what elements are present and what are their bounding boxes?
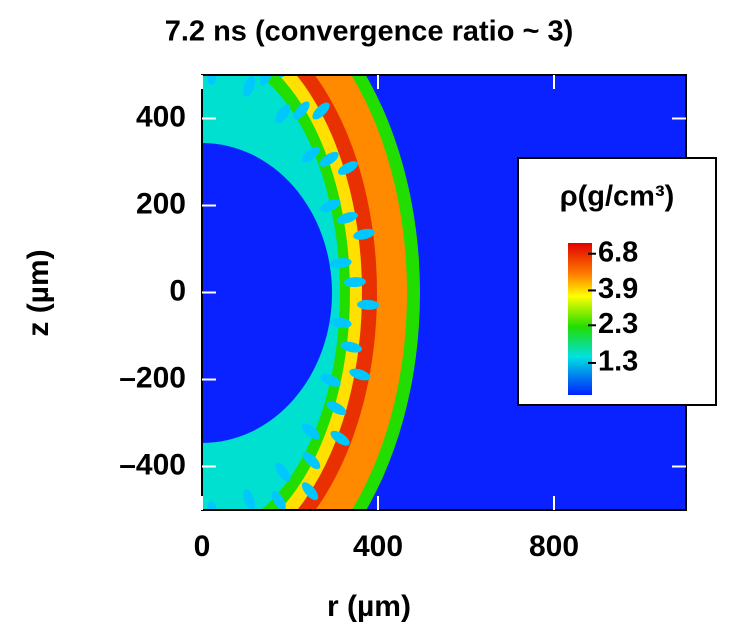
x-tick-label: 400 (353, 530, 403, 563)
void (222, 539, 235, 562)
void (243, 75, 256, 97)
void (340, 341, 362, 353)
void (329, 317, 352, 329)
void (206, 500, 217, 510)
void (349, 368, 371, 381)
y-tick-label: –400 (119, 448, 186, 481)
void (343, 277, 366, 288)
colorbar-box (517, 157, 717, 406)
y-tick-label: 0 (169, 274, 186, 307)
void (220, 44, 233, 67)
void (243, 489, 256, 510)
density-field (202, 44, 420, 562)
colorbar (568, 243, 592, 395)
void (353, 228, 375, 240)
x-axis-label: r (µm) (327, 590, 411, 623)
chart-title: 7.2 ns (convergence ratio ~ 3) (165, 16, 574, 48)
void (320, 373, 341, 387)
colorbar-tick-label: 2.3 (598, 308, 638, 340)
void (330, 430, 350, 446)
void (329, 257, 352, 269)
x-tick-label: 0 (194, 530, 211, 563)
colorbar-tick-label: 3.9 (598, 273, 638, 305)
void (312, 102, 330, 120)
y-tick-label: 400 (136, 100, 186, 133)
void (275, 462, 291, 482)
colorbar-tick-label: 1.3 (598, 346, 638, 378)
cavity (202, 143, 332, 443)
void (301, 423, 320, 440)
void (293, 101, 310, 120)
void (326, 401, 347, 415)
void (357, 299, 380, 310)
y-tick-label: 200 (136, 187, 186, 220)
void (206, 75, 217, 86)
void (320, 199, 341, 213)
colorbar-tick-label: 6.8 (598, 236, 638, 268)
void (233, 514, 248, 538)
void (337, 161, 358, 175)
colorbar-label: ρ(g/cm³) (560, 181, 675, 213)
y-axis-label: z (µm) (22, 249, 55, 336)
void (336, 212, 359, 224)
spikes (206, 44, 380, 562)
x-tick-label: 800 (529, 530, 579, 563)
void (301, 146, 320, 163)
void (319, 151, 339, 167)
void (263, 517, 281, 541)
void (301, 482, 319, 501)
y-tick-label: –200 (119, 361, 186, 394)
void (271, 490, 286, 510)
void (303, 452, 321, 470)
void (275, 104, 291, 124)
